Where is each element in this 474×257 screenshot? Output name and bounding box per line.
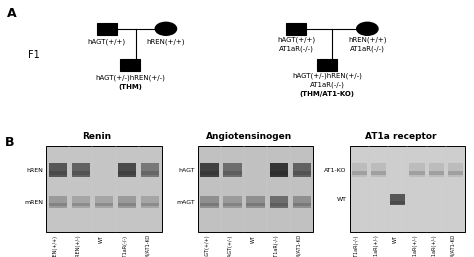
Bar	[428, 171, 444, 176]
Bar	[49, 171, 67, 176]
Text: hREN(+/-): hREN(+/-)	[76, 235, 81, 257]
Bar	[428, 163, 444, 177]
Bar	[49, 196, 67, 208]
Text: AT1-KO: AT1-KO	[324, 168, 347, 172]
Bar	[270, 203, 288, 206]
Text: Renin: Renin	[82, 132, 112, 141]
Bar	[120, 59, 140, 71]
Bar	[223, 171, 242, 176]
Text: THM/AT1-KO: THM/AT1-KO	[145, 235, 150, 257]
Text: hAGT(+/+)/AT1aR(-/-): hAGT(+/+)/AT1aR(-/-)	[274, 235, 279, 257]
Bar	[118, 163, 137, 177]
Bar	[223, 163, 242, 177]
Bar	[201, 163, 219, 177]
Text: hREN(+/+)/AT1aR(-/-): hREN(+/+)/AT1aR(-/-)	[122, 235, 127, 257]
Bar	[97, 23, 117, 35]
Circle shape	[155, 22, 176, 35]
Bar	[49, 163, 67, 177]
Bar	[246, 203, 265, 206]
Text: mREN: mREN	[25, 199, 44, 205]
Bar	[201, 196, 219, 208]
Text: hAGT(+/-): hAGT(+/-)	[228, 235, 233, 257]
Bar	[292, 196, 311, 208]
Bar	[448, 171, 463, 176]
Text: hREN: hREN	[27, 168, 44, 172]
Bar	[198, 146, 313, 232]
Text: (THM): (THM)	[118, 84, 142, 90]
Bar	[118, 171, 137, 176]
Text: AT1aR(-/-): AT1aR(-/-)	[310, 81, 345, 88]
Text: WT: WT	[99, 235, 104, 243]
Bar	[72, 163, 90, 177]
Bar	[118, 203, 137, 206]
Text: hAGT(+/+): hAGT(+/+)	[277, 37, 315, 43]
Bar	[141, 203, 159, 206]
Bar	[371, 171, 386, 176]
Bar	[410, 171, 425, 176]
Bar	[141, 163, 159, 177]
Bar	[410, 163, 425, 177]
Bar	[72, 203, 90, 206]
Text: AT1aR(-/-): AT1aR(-/-)	[354, 235, 359, 257]
Text: AT1a receptor: AT1a receptor	[365, 132, 436, 141]
Circle shape	[356, 22, 378, 35]
Text: AT1aR(-/-): AT1aR(-/-)	[279, 45, 314, 52]
Bar	[72, 196, 90, 208]
Bar	[448, 163, 463, 177]
Text: hAGT(+/+): hAGT(+/+)	[205, 235, 210, 257]
Bar	[350, 146, 465, 232]
Text: hAGT(+/-)/AT1aR(+/-): hAGT(+/-)/AT1aR(+/-)	[412, 235, 417, 257]
Bar	[317, 59, 337, 71]
Text: AT1aR(-/-): AT1aR(-/-)	[350, 45, 385, 52]
Bar	[95, 196, 113, 208]
Text: WT: WT	[251, 235, 255, 243]
Text: hAGT(+/+): hAGT(+/+)	[88, 38, 126, 45]
Text: F1: F1	[28, 50, 40, 60]
Bar	[371, 163, 386, 177]
Bar	[141, 196, 159, 208]
Bar	[223, 203, 242, 206]
Bar	[201, 171, 219, 176]
Bar	[246, 196, 265, 208]
Bar	[352, 163, 367, 177]
Text: hAGT(+/-)hREN(+/-): hAGT(+/-)hREN(+/-)	[292, 73, 362, 79]
Bar	[95, 203, 113, 206]
Bar	[352, 171, 367, 176]
Text: A: A	[7, 7, 17, 20]
Text: hAGT: hAGT	[179, 168, 195, 172]
Bar	[118, 196, 137, 208]
Bar	[49, 203, 67, 206]
Text: (THM/AT1-KO): (THM/AT1-KO)	[300, 91, 355, 97]
Bar	[286, 23, 306, 35]
Bar	[72, 171, 90, 176]
Text: THM/AT1-KO: THM/AT1-KO	[297, 235, 302, 257]
Bar	[270, 171, 288, 176]
Text: B: B	[5, 136, 14, 149]
Text: hAGT(+/-)hREN(+/-): hAGT(+/-)hREN(+/-)	[95, 74, 165, 81]
Text: hREN(-/-)/AT1aR(+/-): hREN(-/-)/AT1aR(+/-)	[431, 235, 436, 257]
Bar	[390, 194, 405, 205]
Text: mAGT: mAGT	[176, 199, 195, 205]
Bar	[46, 146, 162, 232]
Text: hREN(+/+): hREN(+/+)	[348, 37, 387, 43]
Text: WT: WT	[337, 197, 347, 202]
Bar	[270, 196, 288, 208]
Text: hREN(+/+): hREN(+/+)	[146, 38, 185, 45]
Bar	[292, 171, 311, 176]
Bar	[390, 200, 405, 204]
Bar	[270, 163, 288, 177]
Text: Angiotensinogen: Angiotensinogen	[206, 132, 292, 141]
Bar	[141, 171, 159, 176]
Text: WT: WT	[393, 235, 398, 243]
Text: hREN(+/+): hREN(+/+)	[53, 235, 58, 257]
Bar	[201, 203, 219, 206]
Bar	[292, 203, 311, 206]
Text: AT1aR(+/-): AT1aR(+/-)	[374, 235, 379, 257]
Bar	[223, 196, 242, 208]
Text: THM/AT1-KO: THM/AT1-KO	[450, 235, 456, 257]
Bar	[292, 163, 311, 177]
